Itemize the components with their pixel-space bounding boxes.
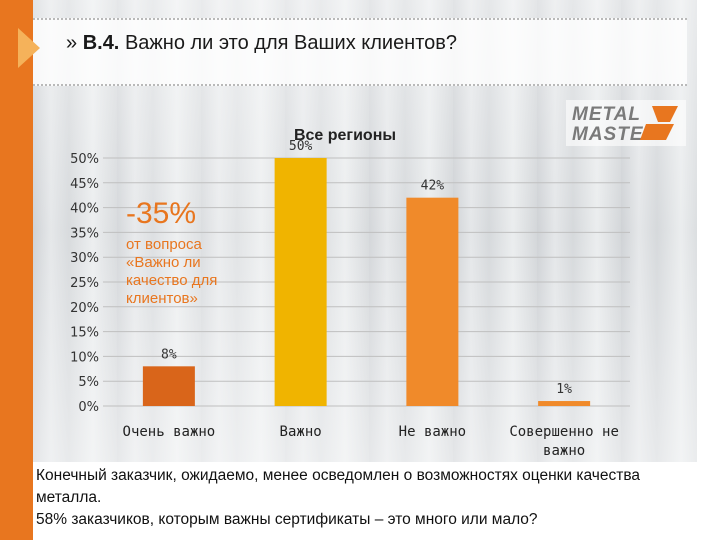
footer-line-2: 58% заказчиков, которым важны сертификат… [36, 511, 538, 528]
footer-line-1: Конечный заказчик, ожидаемо, менее освед… [36, 467, 641, 506]
data-label: 50% [289, 139, 313, 154]
callout-percent: -35% [126, 197, 197, 230]
y-tick-label: 30% [70, 251, 99, 266]
y-tick-label: 5% [78, 375, 99, 390]
x-tick-label: Совершенно не [509, 424, 619, 440]
bar [274, 158, 327, 406]
arrow-marker-icon [18, 28, 40, 68]
logo-line-1: METAL [572, 104, 641, 125]
accent-side-bar [0, 0, 33, 540]
data-label: 8% [161, 347, 177, 362]
y-tick-label: 0% [78, 400, 99, 415]
callout: -35% от вопроса «Важно ли качество для к… [126, 196, 266, 308]
x-tick-label: важно [543, 443, 585, 459]
callout-text: от вопроса «Важно ли качество для клиент… [126, 236, 218, 307]
data-label: 42% [421, 179, 445, 194]
bars [142, 158, 591, 406]
y-tick-label: 10% [70, 350, 99, 365]
data-label: 1% [556, 382, 572, 397]
logo-line-2: MASTER [572, 124, 658, 145]
slide-title: » B.4. Важно ли это для Ваших клиентов? [66, 32, 457, 55]
title-marker: » [66, 32, 78, 54]
y-tick-label: 40% [70, 202, 99, 217]
y-tick-label: 20% [70, 301, 99, 316]
y-tick-label: 15% [70, 326, 99, 341]
y-axis: 0% 5% 10% 15% 20% 25% 30% 35% 40% 45% 50% [70, 152, 99, 415]
title-band [33, 18, 687, 86]
footer-text: Конечный заказчик, ожидаемо, менее освед… [36, 465, 696, 531]
labels: 8% Очень важно 50% Важно 42% Не важно 1% Соверш… [123, 139, 619, 459]
x-tick-label: Важно [280, 424, 322, 440]
title-text: Важно ли это для Ваших клиентов? [124, 32, 458, 54]
bar [406, 197, 459, 406]
logo-accent-icon [640, 106, 678, 140]
x-tick-label: Очень важно [123, 424, 216, 440]
x-tick-label: Не важно [399, 424, 466, 440]
y-tick-label: 45% [70, 177, 99, 192]
bar [142, 366, 195, 406]
metal-master-logo: METAL MASTER [566, 100, 686, 146]
y-tick-label: 50% [70, 152, 99, 167]
chart-title: Все регионы [294, 127, 396, 144]
bar-chart: 0% 5% 10% 15% 20% 25% 30% 35% 40% 45% 50% 8% Очень … [70, 127, 630, 459]
title-number: B.4. [82, 32, 120, 54]
y-tick-label: 35% [70, 226, 99, 241]
y-tick-label: 25% [70, 276, 99, 291]
bar [538, 401, 591, 406]
